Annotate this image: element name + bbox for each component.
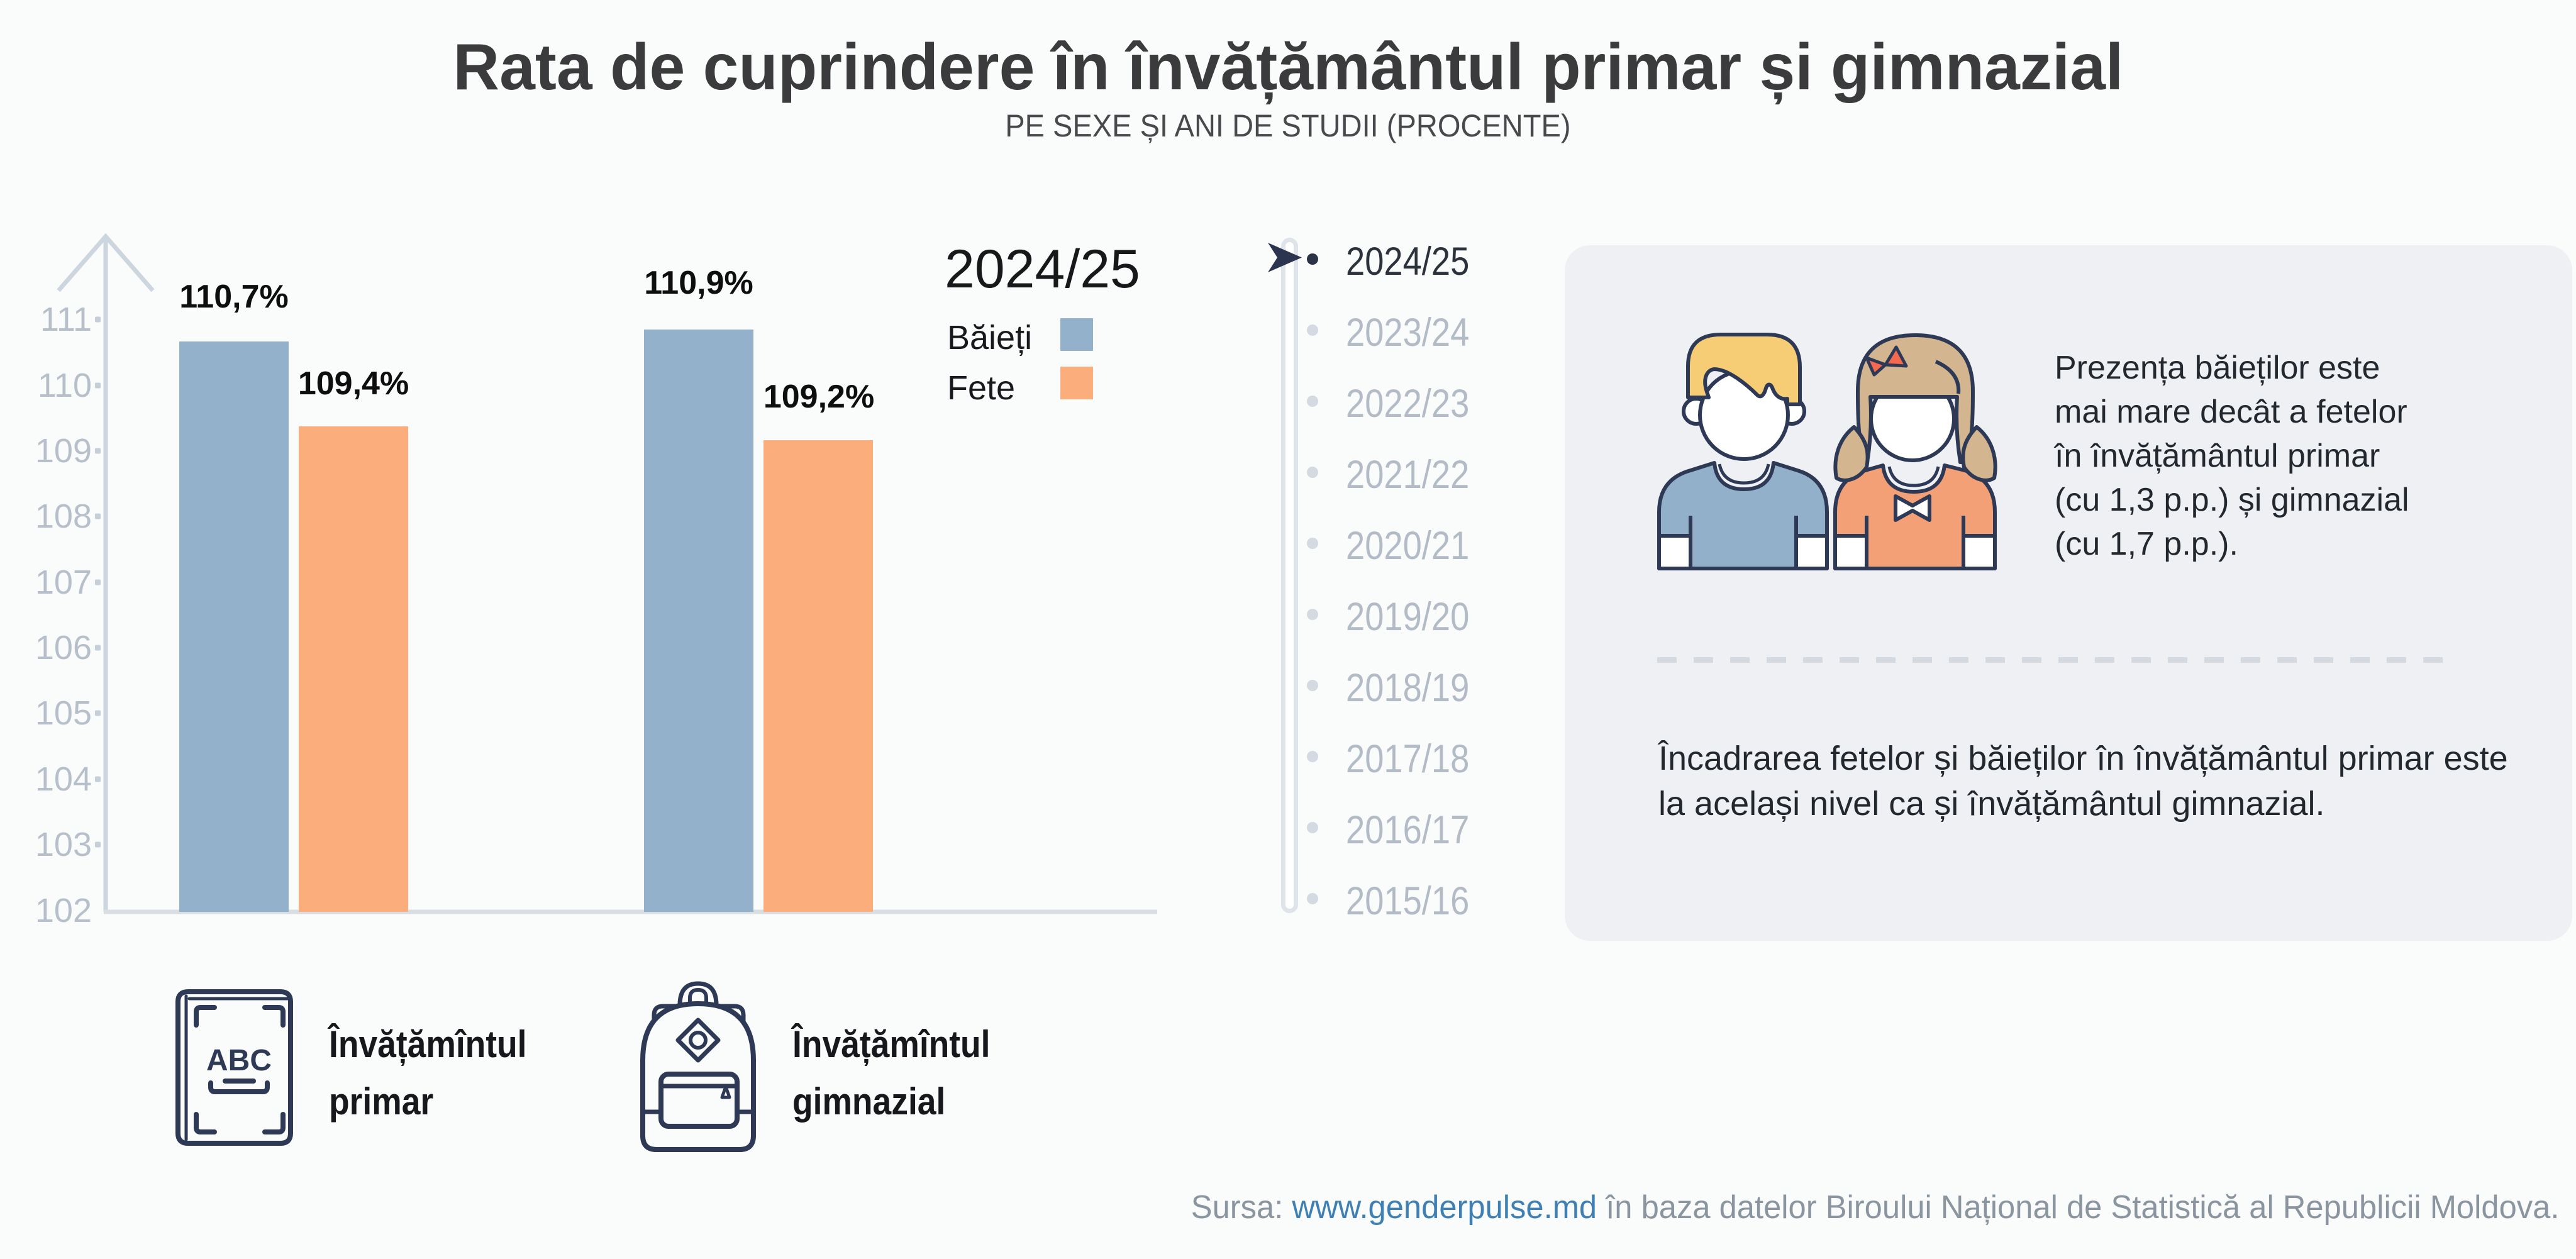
svg-text:ABC: ABC [206, 1044, 272, 1077]
